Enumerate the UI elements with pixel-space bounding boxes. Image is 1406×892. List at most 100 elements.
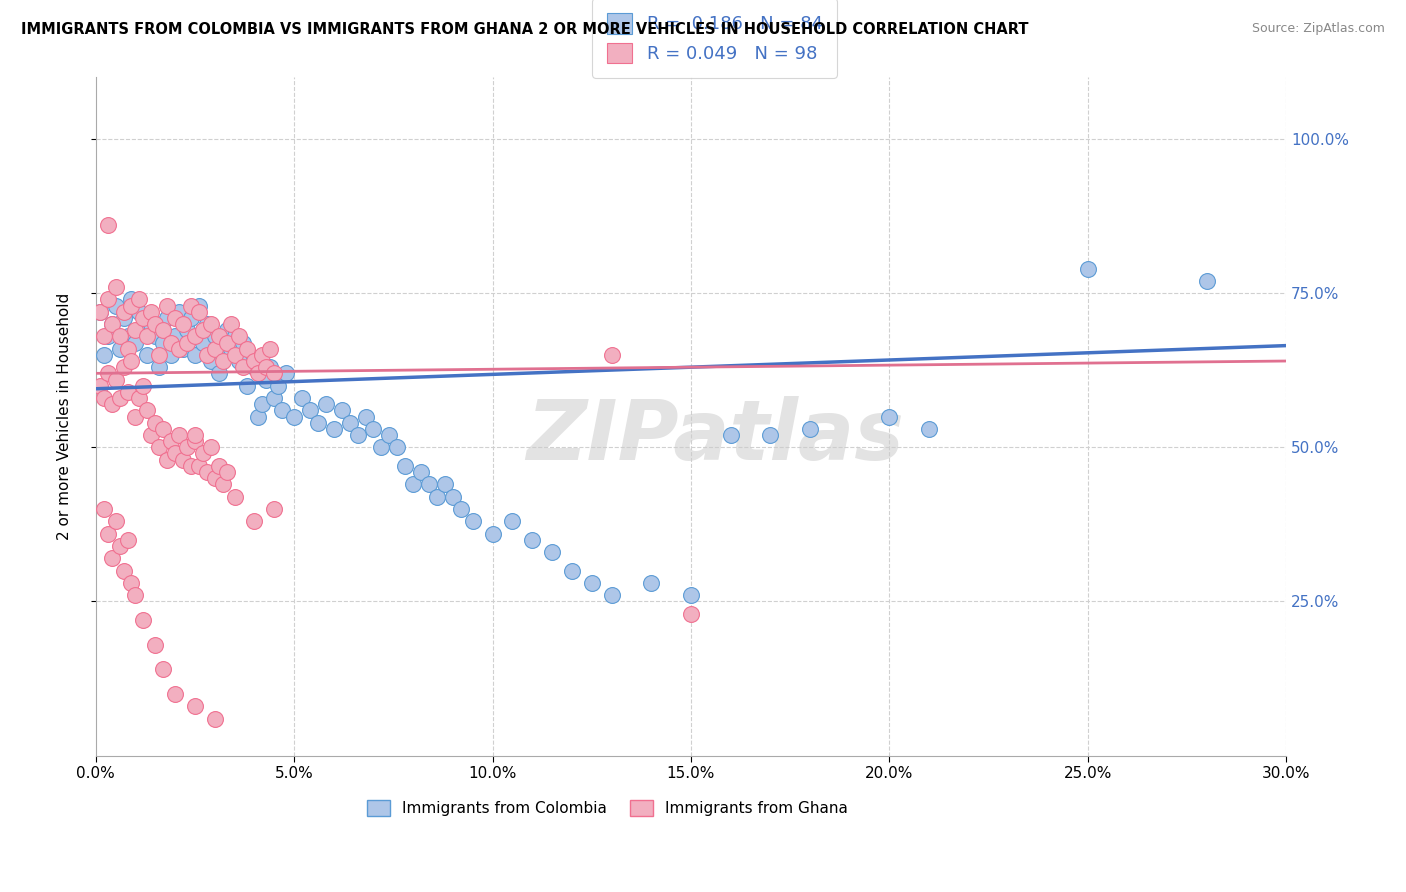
Point: [243, 360, 266, 375]
Point: [176, 440, 198, 454]
Point: [104, 372, 127, 386]
Point: [100, 317, 122, 331]
Point: [121, 576, 143, 591]
Point: [93, 391, 115, 405]
Point: [247, 367, 270, 381]
Point: [259, 360, 281, 375]
Point: [176, 335, 198, 350]
Point: [219, 317, 242, 331]
Point: [148, 348, 170, 362]
Point: [600, 348, 623, 362]
Point: [276, 367, 298, 381]
Point: [180, 299, 202, 313]
Point: [232, 360, 254, 375]
Point: [228, 354, 250, 368]
Point: [346, 428, 368, 442]
Point: [124, 409, 146, 424]
Point: [339, 416, 361, 430]
Point: [679, 607, 702, 621]
Point: [156, 452, 179, 467]
Point: [267, 378, 290, 392]
Point: [243, 354, 266, 368]
Point: [121, 293, 143, 307]
Point: [208, 458, 231, 473]
Point: [215, 323, 238, 337]
Point: [481, 526, 503, 541]
Y-axis label: 2 or more Vehicles in Household: 2 or more Vehicles in Household: [58, 293, 72, 541]
Point: [191, 323, 214, 337]
Point: [184, 434, 207, 449]
Point: [108, 539, 131, 553]
Point: [108, 329, 131, 343]
Point: [187, 304, 209, 318]
Point: [402, 477, 425, 491]
Point: [600, 588, 623, 602]
Point: [561, 564, 583, 578]
Point: [211, 354, 233, 368]
Point: [172, 452, 194, 467]
Point: [167, 304, 190, 318]
Point: [143, 317, 166, 331]
Point: [124, 335, 146, 350]
Point: [97, 293, 120, 307]
Point: [141, 428, 163, 442]
Point: [152, 422, 174, 436]
Point: [195, 317, 218, 331]
Point: [148, 360, 170, 375]
Point: [152, 323, 174, 337]
Point: [204, 712, 226, 726]
Point: [254, 372, 277, 386]
Point: [117, 342, 139, 356]
Point: [165, 310, 187, 325]
Point: [112, 360, 135, 375]
Point: [330, 403, 353, 417]
Point: [204, 329, 226, 343]
Point: [104, 280, 127, 294]
Point: [187, 299, 209, 313]
Point: [918, 422, 941, 436]
Point: [132, 378, 155, 392]
Point: [112, 304, 135, 318]
Point: [172, 342, 194, 356]
Point: [141, 317, 163, 331]
Point: [263, 502, 285, 516]
Point: [252, 397, 274, 411]
Point: [93, 502, 115, 516]
Point: [167, 428, 190, 442]
Point: [581, 576, 603, 591]
Point: [191, 335, 214, 350]
Point: [100, 397, 122, 411]
Point: [271, 403, 294, 417]
Point: [243, 514, 266, 528]
Point: [461, 514, 484, 528]
Text: IMMIGRANTS FROM COLOMBIA VS IMMIGRANTS FROM GHANA 2 OR MORE VEHICLES IN HOUSEHOL: IMMIGRANTS FROM COLOMBIA VS IMMIGRANTS F…: [21, 22, 1029, 37]
Point: [363, 422, 385, 436]
Point: [100, 551, 122, 566]
Point: [208, 367, 231, 381]
Point: [224, 490, 246, 504]
Point: [195, 465, 218, 479]
Point: [418, 477, 440, 491]
Point: [132, 323, 155, 337]
Point: [200, 354, 222, 368]
Point: [112, 310, 135, 325]
Point: [112, 564, 135, 578]
Point: [165, 687, 187, 701]
Point: [224, 348, 246, 362]
Point: [176, 323, 198, 337]
Point: [128, 293, 150, 307]
Point: [165, 446, 187, 460]
Point: [124, 323, 146, 337]
Point: [136, 329, 159, 343]
Point: [156, 310, 179, 325]
Point: [143, 416, 166, 430]
Point: [394, 458, 416, 473]
Point: [204, 471, 226, 485]
Text: ZIPatlas: ZIPatlas: [526, 396, 904, 477]
Point: [263, 367, 285, 381]
Point: [247, 409, 270, 424]
Point: [180, 310, 202, 325]
Point: [433, 477, 456, 491]
Point: [228, 329, 250, 343]
Point: [89, 304, 111, 318]
